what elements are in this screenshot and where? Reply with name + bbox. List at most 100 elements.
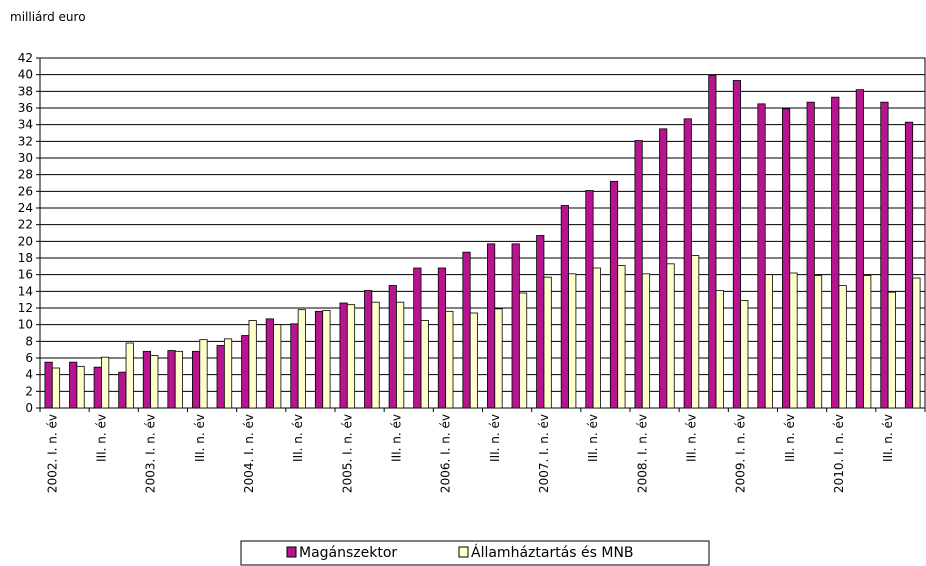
y-tick-label: 8: [25, 334, 33, 348]
bar-magan: [855, 89, 864, 409]
bar-magan: [413, 267, 422, 409]
y-tick-label: 24: [18, 201, 33, 215]
y-tick-label: 34: [18, 118, 33, 132]
x-tick-label: III. n. év: [94, 414, 108, 462]
bar-magan: [487, 243, 496, 409]
x-tick-label: 2005. I. n. év: [340, 414, 354, 493]
bar-allam: [346, 304, 356, 409]
bar-magan: [93, 366, 102, 409]
x-tick-label: 2010. I. n. év: [832, 414, 846, 493]
x-tick-label: III. n. év: [193, 414, 207, 462]
y-tick-label: 16: [18, 268, 33, 282]
bar-allam: [174, 350, 183, 409]
bar-magan: [634, 140, 643, 409]
bar-allam: [76, 365, 85, 409]
gridlines: [40, 74, 925, 392]
legend: Magánszektor Államháztartás és MNB: [240, 540, 710, 566]
y-tick-label: 40: [18, 68, 33, 82]
y-tick-label: 12: [18, 301, 33, 315]
x-tick-label: III. n. év: [881, 414, 895, 462]
y-tick-label: 6: [25, 351, 33, 365]
legend-label-magan: Magánszektor: [299, 545, 397, 561]
bar-magan: [44, 361, 53, 409]
bar-magan: [609, 180, 619, 409]
bar-magan: [782, 108, 791, 409]
bar-allam: [813, 275, 823, 409]
bar-magan: [708, 75, 717, 409]
bar-magan: [511, 243, 520, 409]
bar-magan: [167, 350, 176, 409]
bar-allam: [863, 275, 872, 409]
bar-allam: [248, 320, 257, 409]
bar-magan: [732, 80, 742, 409]
y-tick-label: 20: [18, 234, 33, 248]
y-tick-label: 4: [25, 368, 33, 382]
x-tick-label: 2007. I. n. év: [537, 414, 551, 493]
x-tick-label: III. n. év: [389, 414, 403, 462]
bar-magan: [339, 302, 348, 409]
bar-allam: [887, 291, 896, 409]
x-tick-label: III. n. év: [684, 414, 698, 462]
x-tick-label: 2002. I. n. év: [45, 414, 59, 493]
bar-allam: [838, 285, 847, 409]
bar-allam: [445, 310, 454, 409]
bar-allam: [592, 267, 601, 409]
y-tick-label: 22: [18, 218, 33, 232]
legend-label-allam: Államháztartás és MNB: [471, 544, 634, 561]
bar-allam: [51, 367, 61, 409]
x-tick-label: 2004. I. n. év: [242, 414, 256, 493]
x-tick-label: III. n. év: [783, 414, 797, 462]
bar-allam: [420, 320, 429, 409]
bar-magan: [560, 205, 569, 409]
bar-allam: [666, 263, 675, 409]
bar-allam: [371, 301, 380, 409]
x-axis: 2002. I. n. év III. n. év 2003. I. n. év II…: [39, 408, 926, 493]
bar-magan: [683, 118, 692, 409]
bar-allam: [789, 272, 798, 409]
y-tick-label: 30: [18, 151, 33, 165]
bars: [44, 75, 921, 409]
bar-allam: [494, 308, 503, 409]
bar-allam: [297, 309, 306, 409]
bar-magan: [216, 345, 225, 409]
legend-swatch-allam: [458, 546, 469, 558]
x-tick-label: III. n. év: [488, 414, 502, 462]
y-tick-label: 0: [25, 401, 33, 415]
bar-allam: [396, 301, 405, 409]
bar-magan: [241, 335, 250, 409]
bar-allam: [223, 338, 233, 409]
legend-swatch-magan: [286, 546, 297, 558]
bar-allam: [912, 277, 921, 409]
bar-magan: [831, 96, 840, 409]
y-tick-label: 2: [25, 384, 33, 398]
bar-magan: [265, 318, 274, 409]
x-tick-label: III. n. év: [291, 414, 305, 462]
bar-allam: [641, 273, 651, 409]
bar-magan: [585, 190, 594, 409]
x-tick-label: 2009. I. n. év: [734, 414, 748, 493]
bar-magan: [142, 350, 152, 409]
bar-allam: [518, 292, 528, 409]
bar-magan: [118, 371, 127, 409]
y-tick-label: 38: [18, 84, 33, 98]
bar-allam: [568, 273, 577, 409]
y-tick-label: 36: [18, 101, 33, 115]
bar-magan: [290, 323, 299, 409]
bar-allam: [322, 310, 331, 409]
y-tick-label: 32: [18, 134, 33, 148]
bar-magan: [659, 128, 668, 409]
y-tick-label: 18: [18, 251, 33, 265]
bar-magan: [462, 251, 471, 409]
x-tick-label: 2008. I. n. év: [635, 414, 649, 493]
bar-allam: [617, 265, 626, 409]
bar-allam: [691, 255, 700, 409]
bar-allam: [764, 274, 773, 409]
bar-allam: [101, 356, 110, 409]
y-tick-label: 26: [18, 184, 33, 198]
x-tick-label: 2003. I. n. év: [144, 414, 158, 493]
plot-area: [39, 57, 926, 409]
bar-allam: [273, 324, 282, 409]
bar-magan: [806, 101, 815, 409]
bar-magan: [757, 103, 766, 409]
